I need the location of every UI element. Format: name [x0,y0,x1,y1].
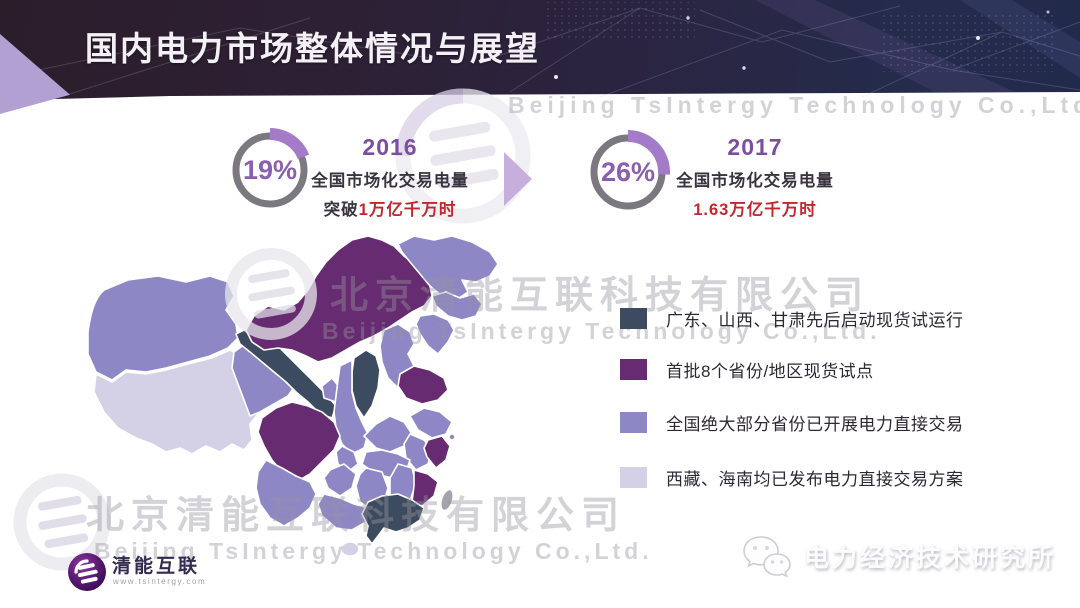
province-taiwan [439,488,455,512]
province-jilin [431,291,483,321]
province-heilongjiang [397,235,499,301]
arrow-right-icon [504,152,532,206]
donut-percent-2017: 26% [600,156,656,187]
province-hainan [340,541,360,557]
stat-value-highlight-2016: 1万亿千万时 [358,201,457,219]
donut-percent-2016: 19% [242,154,298,185]
province-guangxi [317,493,369,531]
legend-item-direct-trading: 全国绝大部分省份已开展电力直接交易 [620,410,964,435]
wechat-account-block: 电力经济技术研究所 [740,532,1056,580]
province-chongqing [335,445,359,473]
stat-value-2016: 突破1万亿千万时 [323,201,457,219]
stat-block-2016: 2016 全国市场化交易电量 突破1万亿千万时 [300,134,480,220]
donut-chart-2016 [228,128,312,212]
donut-chart-2017 [586,130,670,214]
legend-swatch-direct-trading [620,412,647,433]
province-shanxi [351,349,381,419]
province-guizhou [323,463,357,497]
legend-item-plan-published: 西藏、海南均已发布电力直接交易方案 [620,465,964,490]
province-yunnan [255,459,317,527]
province-shandong [397,365,449,405]
stat-value-highlight-2017: 1.63万亿千万时 [693,201,817,219]
legend-label-spot-trial-run: 广东、山西、甘肃先后启动现货试运行 [666,311,964,330]
legend-item-spot-trial-run: 广东、山西、甘肃先后启动现货试运行 [620,306,964,331]
stat-value-2017: 1.63万亿千万时 [660,196,850,220]
province-jiangxi [389,463,417,507]
wechat-account-name: 电力经济技术研究所 [804,544,1057,572]
province-hunan [355,467,389,511]
tsintergy-logo [68,553,106,591]
legend-item-spot-pilot: 首批8个省份/地区现货试点 [620,357,874,382]
province-gansu [235,325,337,419]
province-hebei [379,323,415,389]
legend-label-spot-pilot: 首批8个省份/地区现货试点 [666,362,874,381]
province-guangdong [361,493,425,545]
legend-label-direct-trading: 全国绝大部分省份已开展电力直接交易 [666,415,964,434]
watermark-logo-middle [225,248,317,340]
wechat-icon [743,536,791,578]
province-sichuan [257,401,341,483]
stat-year-2017: 2017 [727,134,783,160]
slide-title: 国内电力市场整体情况与展望 [85,30,540,67]
legend-label-plan-published: 西藏、海南均已发布电力直接交易方案 [666,470,964,489]
watermark-company-en-top: Beijing TsIntergy Technology Co.,Ltd. [508,92,1080,118]
province-hubei [361,449,411,479]
province-shaanxi [333,359,369,455]
stat-desc-2016: 全国市场化交易电量 [311,172,469,190]
province-zhejiang [423,435,451,469]
province-tibet [93,349,263,455]
company-website: www.tsintergy.com [113,577,207,586]
legend-swatch-spot-pilot [620,359,647,380]
province-ningxia [321,377,341,403]
province-anhui [403,433,433,471]
province-fujian [411,469,439,507]
stat-desc-2017: 全国市场化交易电量 [676,172,834,190]
watermark-company-cn-bottom: 北京清能互联科技有限公司 [86,495,627,537]
province-xinjiang [87,275,239,381]
legend-swatch-spot-trial-run [620,308,647,329]
legend-swatch-plan-published [620,467,647,488]
company-name: 清能互联 [112,556,201,577]
stat-block-2017: 2017 全国市场化交易电量 1.63万亿千万时 [660,134,850,220]
province-liaoning [415,313,455,355]
province-henan [363,415,413,453]
stat-year-2016: 2016 [362,134,418,160]
province-qinghai [231,341,297,417]
province-jiangsu [409,407,453,439]
province-shanghai [448,433,456,441]
province-inner-mongolia [245,235,433,363]
